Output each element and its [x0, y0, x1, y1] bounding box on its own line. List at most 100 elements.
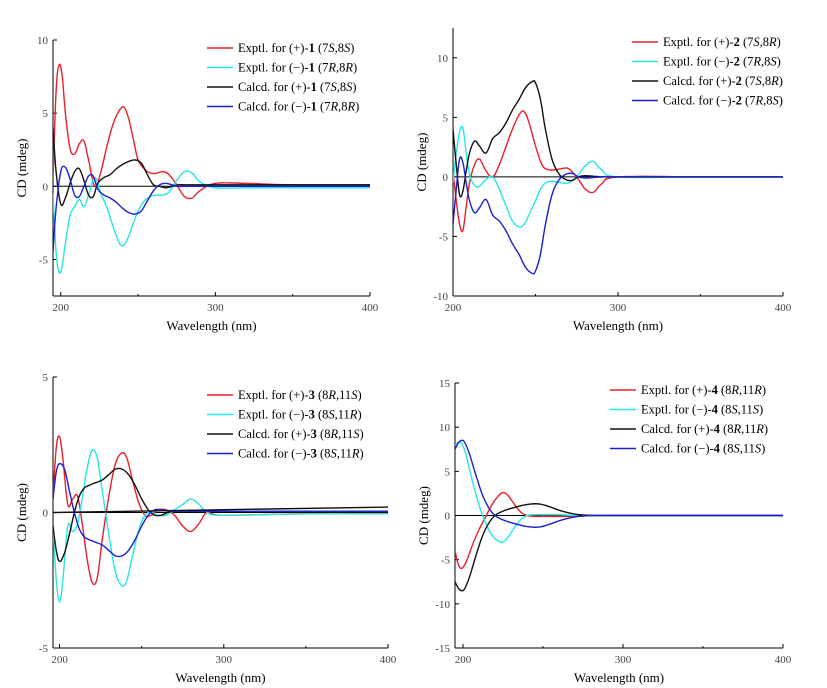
legend-label-part: R: [327, 61, 336, 75]
legend-label: Calcd. for (−)-1 (7R,8R): [238, 100, 359, 114]
legend-label-part: ,11: [741, 422, 756, 436]
legend-label-part: S: [770, 55, 777, 69]
series-line-3: [53, 127, 370, 207]
legend-label-part: 2: [734, 55, 740, 69]
legend-label: Exptl. for (−)-3 (8S,11R): [238, 408, 362, 422]
y-tick-label: -5: [39, 643, 49, 655]
legend-label-part: 4: [714, 422, 721, 436]
legend-label-part: ): [762, 383, 766, 397]
legend-label-part: ,11: [336, 388, 351, 402]
legend-label-part: ): [777, 35, 781, 49]
cd-panel-3: 200 300 400 5 0 -5 Wavelength (nm) CD (mdeg) Exp…: [14, 372, 397, 685]
legend-label-part: Calcd. for (+)-: [238, 80, 311, 94]
cd-panel-2: 200 300 400 10 5 0 -5 -10 Wavelength (nm) CD (mde…: [414, 28, 792, 333]
series-line-4: [455, 439, 783, 528]
legend-label-part: ): [357, 388, 361, 402]
legend-label-part: (7: [742, 94, 756, 108]
legend-label-part: (7: [317, 80, 331, 94]
x-axis-title: Wavelength (nm): [574, 670, 664, 685]
legend-label-part: Exptl. for (−)-: [641, 403, 712, 417]
legend-label-part: 1: [311, 100, 317, 114]
legend-label-part: (8: [720, 442, 734, 456]
legend-label-part: Calcd. for (+)-: [641, 422, 714, 436]
legend-label-part: ): [779, 74, 783, 88]
legend-label-part: Calcd. for (+)-: [238, 427, 311, 441]
legend-label-part: S: [328, 408, 335, 422]
legend-label: Calcd. for (+)-2 (7S,8R): [663, 74, 783, 88]
legend-label-part: ,8: [760, 35, 769, 49]
series-line-4: [53, 165, 370, 253]
x-tick-label: 400: [775, 654, 792, 666]
legend-label-part: ,8: [336, 61, 345, 75]
legend-label-part: (8: [718, 403, 732, 417]
x-tick-label: 300: [610, 302, 627, 314]
legend-label-part: Exptl. for (+)-: [663, 35, 734, 49]
x-tick-label: 400: [775, 302, 792, 314]
legend-label-part: 4: [714, 442, 721, 456]
legend-label-part: 3: [309, 408, 315, 422]
legend-label-part: R: [327, 388, 336, 402]
legend-label-part: 1: [309, 61, 315, 75]
y-tick-label: 10: [37, 35, 49, 47]
legend-label-part: ): [360, 427, 364, 441]
legend-label: Exptl. for (+)-3 (8R,11S): [238, 388, 362, 402]
legend-label-part: Exptl. for (−)-: [663, 55, 734, 69]
legend-label-part: R: [732, 422, 741, 436]
legend-label-part: ): [353, 61, 357, 75]
legend-label-part: ): [777, 55, 781, 69]
y-tick-label: 5: [43, 108, 49, 120]
series-line-2: [453, 125, 783, 228]
legend-label-part: (8: [317, 447, 331, 461]
legend-label-part: S: [346, 80, 353, 94]
legend-label: Calcd. for (+)-1 (7S,8S): [238, 80, 357, 94]
legend-label-part: ): [779, 94, 783, 108]
legend-label-part: S: [328, 41, 335, 55]
series-line-1: [453, 110, 783, 233]
legend-label-part: 4: [712, 403, 719, 417]
legend-label-part: Exptl. for (+)-: [238, 388, 309, 402]
legend-label-part: Calcd. for (+)-: [663, 74, 736, 88]
y-axis-title: CD (mdeg): [14, 139, 29, 198]
legend-label-part: 2: [736, 94, 742, 108]
legend-label-part: 2: [734, 35, 740, 49]
legend-label-part: ): [350, 41, 354, 55]
y-tick-label: 0: [443, 172, 449, 184]
legend-label-part: (8: [315, 408, 329, 422]
series-line-1: [455, 491, 783, 570]
legend-label-part: R: [344, 61, 353, 75]
legend-label-part: S: [351, 388, 358, 402]
legend-label-part: Calcd. for (−)-: [238, 100, 311, 114]
legend-label-part: R: [753, 383, 762, 397]
legend-label: Calcd. for (−)-4 (8S,11S): [641, 442, 765, 456]
x-tick-label: 200: [455, 654, 472, 666]
legend-label: Exptl. for (+)-1 (7S,8S): [238, 41, 354, 55]
legend-label-part: (8: [720, 422, 734, 436]
legend-label-part: 1: [311, 80, 317, 94]
legend-label-part: 3: [311, 427, 317, 441]
y-tick-label: 0: [445, 511, 451, 523]
x-tick-label: 300: [216, 654, 233, 666]
legend-label-part: Exptl. for (−)-: [238, 408, 309, 422]
legend-label-part: ,11: [335, 408, 350, 422]
y-tick-label: 10: [439, 422, 451, 434]
legend-label: Calcd. for (−)-2 (7R,8S): [663, 94, 783, 108]
legend-label: Exptl. for (−)-1 (7R,8R): [238, 61, 357, 75]
series-line-1: [53, 63, 370, 200]
x-tick-label: 200: [445, 302, 462, 314]
x-axis-title: Wavelength (nm): [573, 318, 663, 333]
y-tick-label: -5: [39, 254, 49, 266]
legend-label-part: 3: [311, 447, 317, 461]
legend-label-part: R: [351, 447, 360, 461]
legend-label-part: Calcd. for (−)-: [663, 94, 736, 108]
baseline-line: [53, 506, 388, 514]
legend-label-part: (7: [315, 41, 329, 55]
legend-label-part: ,11: [740, 442, 755, 456]
y-tick-label: -10: [433, 291, 448, 303]
y-axis-title: CD (mdeg): [414, 133, 429, 192]
legend-label-part: ): [764, 422, 768, 436]
legend-label-part: ): [352, 80, 356, 94]
legend-label-part: R: [329, 100, 338, 114]
legend-label-part: Calcd. for (−)-: [641, 442, 714, 456]
y-tick-label: 10: [437, 53, 449, 65]
